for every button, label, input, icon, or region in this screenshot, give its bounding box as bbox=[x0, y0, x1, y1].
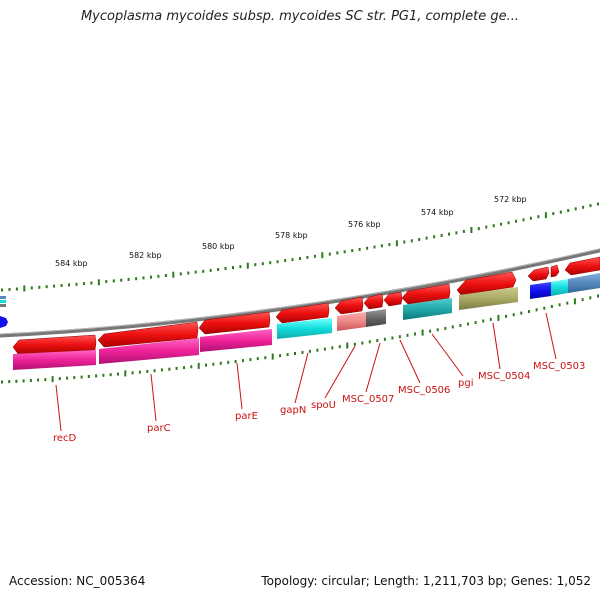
scale-label: 584 kbp bbox=[55, 259, 88, 268]
gene-arrow-parC bbox=[97, 321, 199, 348]
gene-arrow-recD bbox=[12, 334, 97, 355]
label-leader-lines bbox=[55, 312, 557, 432]
gene-label-MSC_0507[interactable]: MSC_0507 bbox=[342, 394, 394, 405]
gene-arrow-MSC_0506 bbox=[383, 291, 403, 307]
gene-annotation-blocks bbox=[13, 273, 600, 370]
gene-arrow-parE bbox=[198, 311, 271, 335]
scale-label: 576 kbp bbox=[348, 220, 381, 229]
scale-label: 582 kbp bbox=[129, 251, 162, 260]
gene-label-pgi[interactable]: pgi bbox=[458, 378, 473, 389]
map-title: Mycoplasma mycoides subsp. mycoides SC s… bbox=[80, 9, 520, 24]
scale-label: 580 kbp bbox=[202, 242, 235, 251]
gene-arrow-gapN bbox=[275, 302, 330, 324]
scale-labels: 584 kbp 582 kbp 580 kbp 578 kbp 576 kbp … bbox=[55, 195, 527, 268]
gene-label-parE[interactable]: parE bbox=[235, 411, 258, 422]
upper-strand-features bbox=[456, 256, 600, 296]
gene-arrow bbox=[550, 264, 560, 278]
scale-label: 574 kbp bbox=[421, 208, 454, 217]
gene-arrows bbox=[12, 283, 451, 355]
gene-label-gapN[interactable]: gapN bbox=[280, 405, 306, 416]
gene-arrow bbox=[564, 256, 600, 276]
genome-backbone bbox=[0, 248, 600, 338]
gene-label-MSC_0504[interactable]: MSC_0504 bbox=[478, 371, 530, 382]
gene-label-spoU[interactable]: spoU bbox=[311, 400, 336, 411]
genome-backbone-highlight bbox=[0, 248, 600, 335]
gene-arrow bbox=[456, 271, 517, 296]
gene-label-MSC_0506[interactable]: MSC_0506 bbox=[398, 385, 450, 396]
gene-arrow-spoU bbox=[334, 296, 364, 315]
genome-summary-text: Topology: circular; Length: 1,211,703 bp… bbox=[261, 574, 591, 588]
gene-arrow bbox=[527, 266, 550, 282]
gene-labels: recD parC parE gapN spoU MSC_0507 MSC_05… bbox=[53, 361, 585, 444]
outer-scale-ticks bbox=[1, 202, 599, 292]
scale-label: 572 kbp bbox=[494, 195, 527, 204]
inner-scale-ticks bbox=[1, 294, 599, 384]
gene-label-parC[interactable]: parC bbox=[147, 423, 171, 434]
edge-features-left bbox=[0, 296, 8, 328]
gene-label-recD[interactable]: recD bbox=[53, 433, 77, 444]
scale-label: 578 kbp bbox=[275, 231, 308, 240]
gene-arrow-pgi bbox=[401, 283, 451, 305]
gene-arrow-MSC_0507 bbox=[363, 293, 384, 310]
accession-text: Accession: NC_005364 bbox=[9, 574, 146, 588]
gene-label-MSC_0503[interactable]: MSC_0503 bbox=[533, 361, 585, 372]
